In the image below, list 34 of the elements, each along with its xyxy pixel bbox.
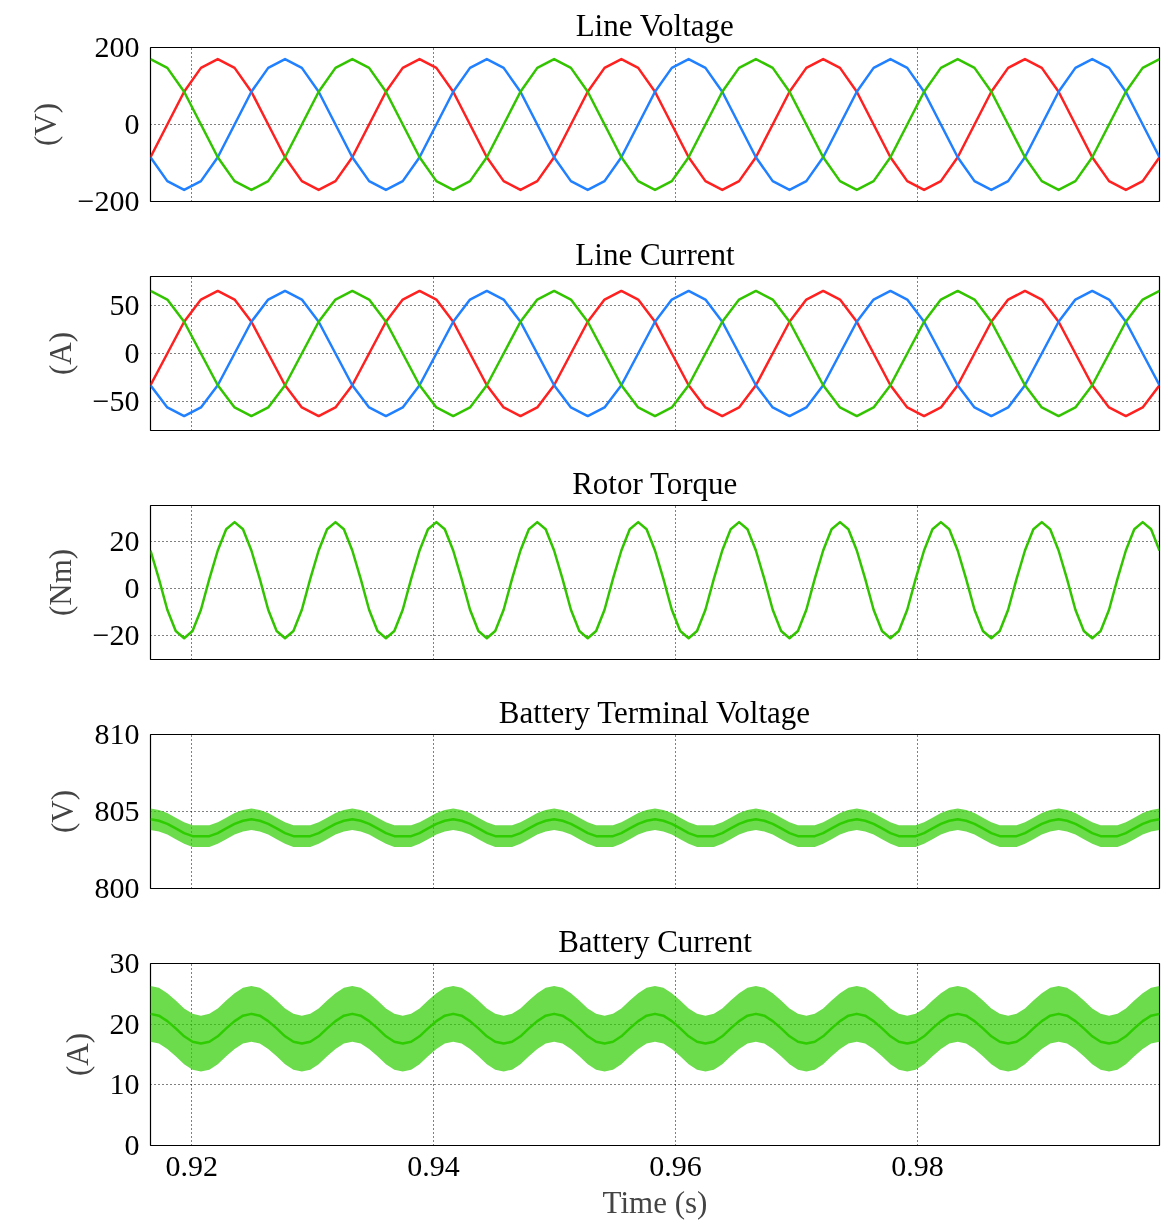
y-tick-label: 0 (124, 570, 140, 604)
line-series (150, 57, 1160, 192)
y-axis-title: (A) (42, 331, 78, 376)
chart-title: Line Voltage (575, 7, 734, 43)
chart-title: Line Current (575, 236, 736, 272)
y-tick-label: 200 (94, 30, 140, 63)
x-tick-label: 0.94 (407, 1148, 460, 1182)
y-tick-label: 810 (94, 717, 140, 750)
y-tick-label: 10 (109, 1067, 140, 1101)
y-tick-label: 30 (109, 946, 140, 979)
line-series (150, 520, 1160, 640)
y-axis-title: (V) (44, 789, 80, 834)
y-tick-label: 20 (109, 523, 140, 557)
y-tick-label: −20 (92, 618, 140, 652)
chart-title: Rotor Torque (572, 465, 738, 501)
y-tick-label: 0 (124, 336, 140, 369)
y-axis-title: (A) (59, 1032, 95, 1077)
y-tick-label: −200 (77, 184, 140, 217)
y-tick-label: 20 (109, 1006, 140, 1040)
x-tick-label: 0.92 (165, 1148, 218, 1182)
x-axis-title: Time (s) (602, 1184, 708, 1220)
chart-title: Battery Terminal Voltage (498, 694, 811, 730)
x-tick-label: 0.96 (649, 1148, 702, 1182)
y-axis-title: (Nm) (42, 548, 78, 617)
line-series (150, 289, 1160, 418)
x-tick-label: 0.98 (891, 1148, 944, 1182)
y-tick-label: 50 (109, 287, 140, 321)
y-axis-title: (V) (27, 102, 63, 147)
y-tick-label: 0 (124, 1128, 140, 1161)
y-tick-label: −50 (92, 384, 140, 418)
y-tick-label: 800 (94, 871, 140, 904)
chart-title: Battery Current (558, 923, 753, 959)
y-tick-label: 0 (124, 107, 140, 140)
y-tick-label: 805 (94, 794, 140, 827)
